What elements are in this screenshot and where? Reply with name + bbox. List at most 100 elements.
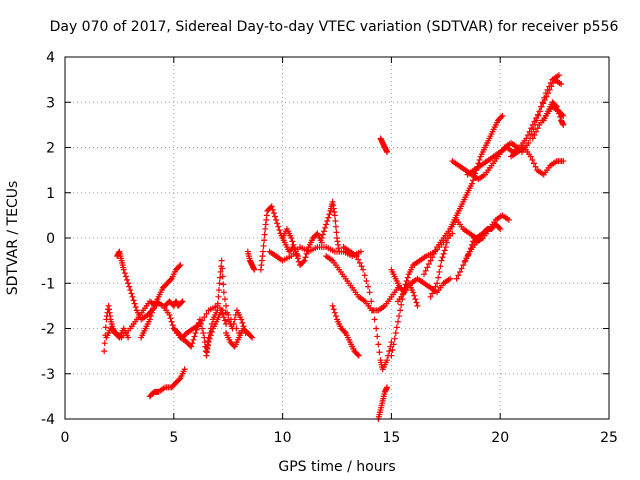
data-point [274,220,281,227]
data-point [355,256,362,263]
data-point [168,318,175,325]
data-point [529,135,536,142]
data-point [230,320,237,327]
data-series-arc-22 [388,266,421,309]
data-point [390,341,397,348]
data-point [543,93,550,100]
data-point [443,239,450,246]
data-point [371,316,378,323]
data-point [505,216,512,223]
data-point [499,112,506,119]
data-point [557,113,564,120]
data-point [215,287,222,294]
data-point [333,229,340,236]
data-series-arc-14 [279,225,325,269]
data-point [424,264,431,271]
data-point [436,268,443,275]
data-point [373,325,380,332]
data-point [214,307,221,314]
data-point [555,110,562,117]
data-point [270,210,277,217]
data-point [533,117,540,124]
data-point [150,306,157,313]
data-point [460,262,467,269]
data-point [529,156,536,163]
data-point [300,258,307,265]
data-point [386,348,393,355]
data-point [207,325,214,332]
data-point [392,330,399,337]
data-point [455,272,462,279]
data-point [470,238,476,245]
data-series-arc-6 [146,366,188,400]
data-point [332,218,339,225]
data-point [288,235,295,241]
data-point [149,309,156,316]
data-point [435,274,442,281]
y-tick-label: -1 [41,276,55,292]
data-series-arc-7 [162,298,186,309]
data-point [323,221,330,228]
data-point [427,293,434,300]
data-point [545,90,552,97]
data-point [560,112,567,119]
data-series-arc-2 [103,298,160,341]
data-point [146,316,153,323]
data-point [404,274,411,281]
y-tick-label: -2 [41,322,55,338]
data-point [411,292,418,299]
data-point [191,333,198,340]
data-point [384,149,391,156]
y-tick-label: 3 [46,95,55,111]
data-series-arc-23 [394,275,454,305]
data-point [375,341,382,348]
data-point [122,273,129,280]
data-point [289,238,296,245]
data-point [447,275,454,282]
data-point [467,245,474,252]
data-point [271,213,278,220]
data-point [442,244,449,251]
data-point [132,304,139,311]
data-point [214,300,221,307]
data-point [290,241,297,248]
data-point [124,276,131,283]
data-point [554,107,561,114]
data-point [432,247,439,254]
data-point [192,330,199,337]
data-point [355,352,362,359]
data-point [555,72,562,79]
x-tick-label: 25 [600,430,618,446]
data-point [221,296,228,303]
data-point [273,216,280,223]
data-series-arc-9 [203,257,249,355]
data-point [219,273,226,280]
data-point [429,254,436,261]
x-tick-label: 5 [169,430,178,446]
data-point [302,254,309,261]
data-point [437,263,444,270]
data-point [524,132,531,139]
data-point [396,313,403,320]
data-point [363,277,370,284]
data-point [291,245,298,252]
data-point [128,290,135,297]
data-series-arc-13 [266,244,364,264]
data-point [261,237,268,244]
data-point [189,340,196,347]
data-point [533,128,540,135]
data-point [388,352,395,359]
data-point [239,319,246,326]
data-point [358,263,365,270]
data-series-arc-5 [138,262,184,341]
data-point [397,307,404,314]
data-point [101,340,108,347]
data-point [468,180,475,187]
data-point [366,289,373,296]
data-point [453,275,460,282]
y-tick-label: 1 [46,186,55,202]
data-series-arc-25 [427,112,506,300]
data-point [429,290,436,297]
data-series-arc-19 [375,384,391,422]
